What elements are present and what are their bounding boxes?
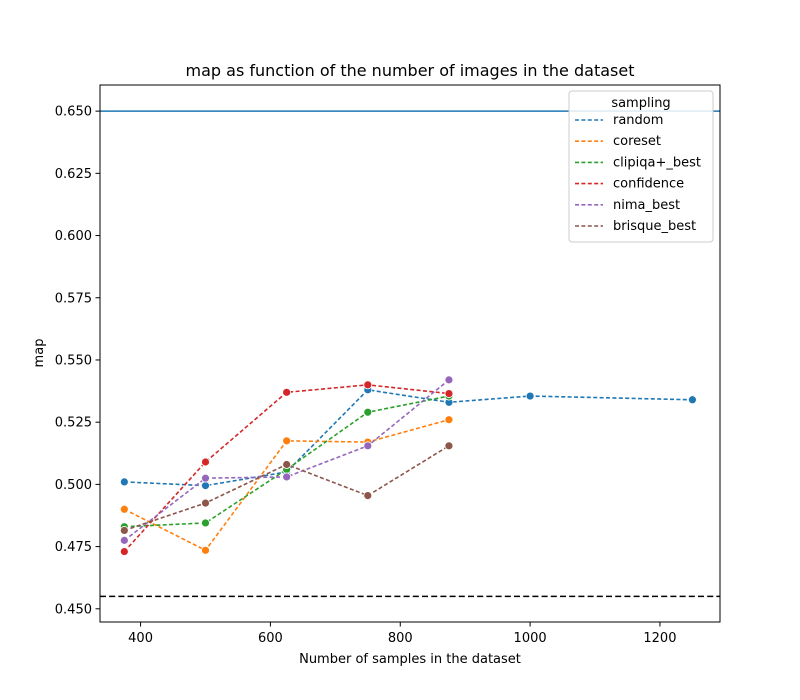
data-point-clipiqa+_best-750	[363, 407, 373, 417]
data-point-brisque_best-750	[363, 491, 373, 500]
legend-label-nima_best: nima_best	[613, 198, 680, 213]
y-tick-label: 0.500	[55, 478, 92, 493]
legend-label-confidence: confidence	[613, 177, 684, 192]
series-line-brisque_best	[124, 445, 450, 532]
data-point-brisque_best-500	[201, 498, 210, 508]
legend-label-random: random	[613, 113, 663, 128]
y-tick-label: 0.625	[55, 167, 92, 182]
series-line-clipiqa+_best	[124, 395, 450, 528]
data-point-coreset-625	[282, 436, 292, 446]
data-point-brisque_best-375	[119, 526, 129, 535]
data-point-random-500	[201, 481, 210, 491]
x-tick-label: 600	[258, 631, 283, 646]
data-point-coreset-375	[119, 504, 129, 514]
data-point-confidence-625	[282, 387, 292, 397]
y-tick-label: 0.475	[55, 540, 92, 555]
legend-label-brisque_best: brisque_best	[613, 219, 696, 234]
legend-label-coreset: coreset	[613, 134, 661, 149]
data-point-confidence-750	[363, 380, 373, 390]
legend-box	[568, 90, 714, 243]
y-tick-label: 0.575	[55, 291, 92, 306]
legend-title: sampling	[611, 96, 670, 111]
data-point-nima_best-375	[119, 535, 129, 545]
x-axis-label: Number of samples in the dataset	[299, 652, 521, 667]
legend-label-clipiqa+_best: clipiqa+_best	[613, 155, 701, 170]
data-point-nima_best-875	[444, 375, 454, 385]
data-point-random-1250	[688, 395, 697, 405]
data-point-confidence-875	[444, 389, 454, 398]
data-point-clipiqa+_best-500	[201, 518, 210, 528]
y-tick-label: 0.600	[55, 229, 92, 244]
data-point-nima_best-750	[363, 441, 373, 451]
data-point-brisque_best-875	[444, 441, 454, 451]
y-tick-label: 0.525	[55, 416, 92, 431]
data-point-brisque_best-625	[282, 460, 292, 469]
data-point-nima_best-500	[201, 473, 210, 483]
chart-title: map as function of the number of images …	[186, 61, 635, 80]
y-axis-label: map	[32, 339, 47, 368]
data-point-confidence-500	[201, 457, 210, 467]
data-point-random-375	[119, 477, 129, 487]
x-tick-label: 400	[128, 631, 153, 646]
data-point-coreset-500	[201, 545, 210, 555]
y-tick-label: 0.650	[55, 105, 92, 120]
plot-area: 400 600 800 1000 1200 0.450 0.475 0.500 0.525 0.5…	[55, 84, 721, 646]
x-tick-label: 800	[388, 631, 413, 646]
data-point-random-1000	[525, 391, 535, 401]
y-tick-label: 0.550	[55, 353, 92, 368]
data-point-nima_best-625	[282, 472, 292, 482]
data-point-confidence-375	[119, 547, 129, 556]
x-tick-label: 1000	[514, 631, 547, 646]
x-tick-label: 1200	[643, 631, 676, 646]
data-point-coreset-875	[444, 415, 454, 425]
axes-frame	[99, 84, 721, 623]
y-tick-label: 0.450	[55, 602, 92, 617]
legend: sampling random coreset clipiqa+_bestconfid…	[568, 90, 714, 243]
